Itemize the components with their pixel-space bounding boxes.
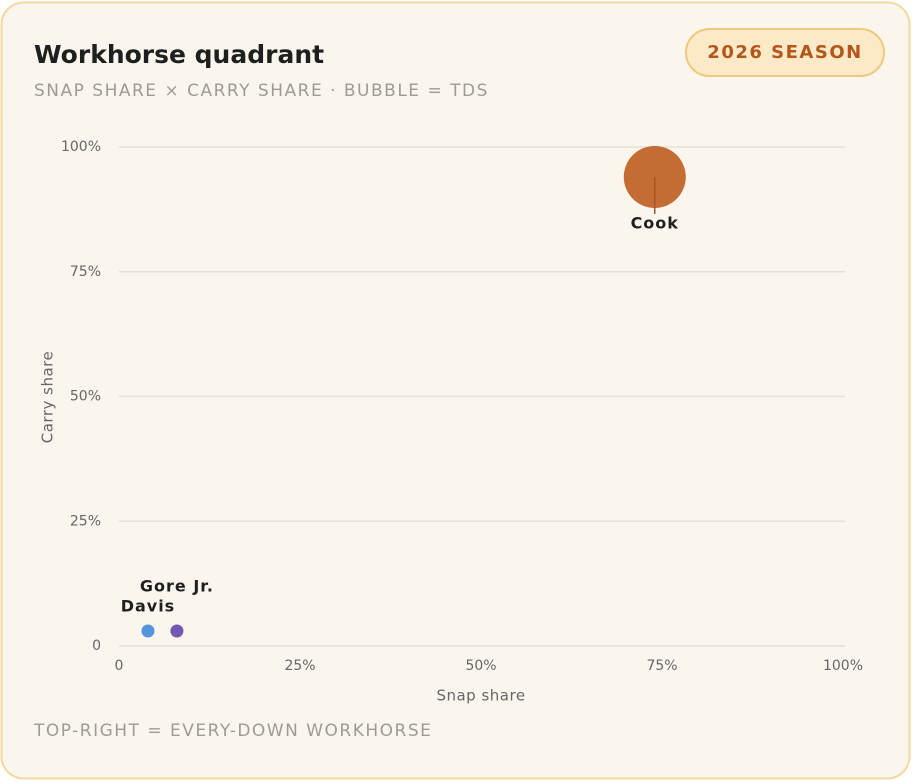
x-tick-label: 25% (284, 658, 315, 674)
x-tick-label: 100% (823, 658, 863, 674)
y-tick-label: 100% (61, 139, 101, 155)
x-axis-label: Snap share (436, 687, 525, 705)
badge-label: 2026 SEASON (707, 42, 862, 63)
badge (685, 28, 885, 77)
chart-title: Workhorse quadrant (34, 40, 324, 69)
bubble (141, 624, 155, 638)
bubble (170, 624, 184, 638)
bubble-label: Davis (121, 597, 176, 616)
footnote: TOP-RIGHT = EVERY-DOWN WORKHORSE (33, 721, 432, 741)
bubble-label: Gore Jr. (140, 577, 214, 596)
y-tick-label: 50% (70, 389, 101, 405)
x-tick-label: 0 (115, 658, 124, 674)
chart-subtitle: SNAP SHARE × CARRY SHARE · BUBBLE = TDS (34, 81, 489, 101)
y-tick-label: 0 (92, 638, 101, 654)
bubble-label: Cook (631, 213, 679, 232)
x-tick-label: 50% (465, 658, 496, 674)
x-tick-label: 75% (646, 658, 677, 674)
y-tick-label: 25% (70, 513, 101, 529)
y-tick-label: 75% (70, 264, 101, 280)
y-axis-label: Carry share (39, 351, 57, 443)
